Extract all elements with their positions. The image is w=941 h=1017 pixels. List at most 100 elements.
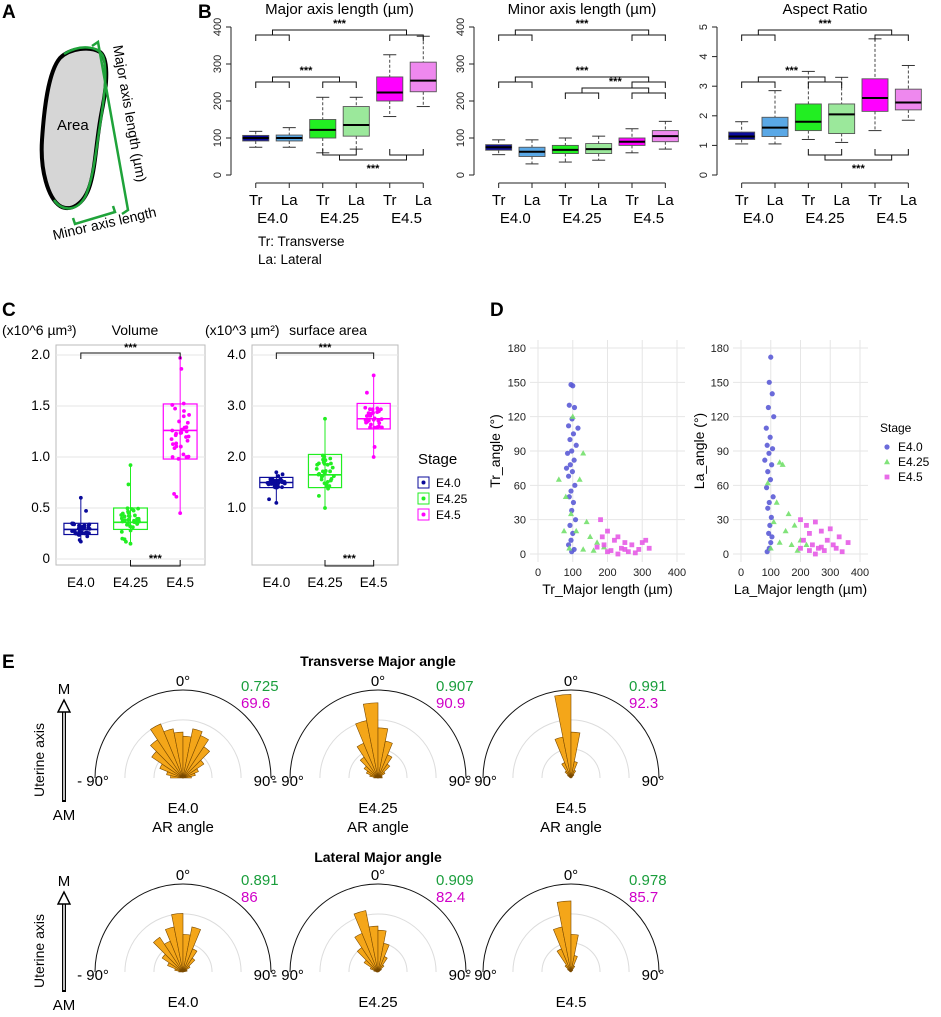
data-point <box>84 530 88 535</box>
data-point <box>178 431 183 435</box>
group-label: Tr <box>316 192 330 209</box>
point-E4.0 <box>762 457 768 463</box>
y-tick-label: 0 <box>212 172 224 178</box>
data-point <box>170 403 175 407</box>
rose-stage-label: E4.5 <box>556 994 587 1011</box>
rose-bin <box>353 910 379 973</box>
rose-outer-arc <box>482 689 660 779</box>
y-tick-label: 0.5 <box>31 500 50 515</box>
stage-label: E4.25 <box>562 210 601 227</box>
data-point <box>365 390 369 395</box>
data-point <box>267 480 272 485</box>
chart-title: Volume <box>112 322 159 338</box>
data-point <box>275 485 279 490</box>
significance-stars: *** <box>785 65 799 77</box>
value-magenta: 69.6 <box>241 695 270 712</box>
point-E4.5 <box>639 540 645 545</box>
data-point <box>174 494 179 499</box>
axis-top-label: M <box>58 873 71 890</box>
point-E4.0 <box>564 450 571 456</box>
data-point <box>372 425 377 430</box>
data-point <box>280 480 285 485</box>
rose-bin <box>163 728 184 779</box>
y-tick-label: 60 <box>717 480 729 492</box>
stage-label: E4.25 <box>805 210 844 227</box>
value-magenta: 82.4 <box>436 889 465 906</box>
y-tick-label: 1.0 <box>227 500 246 515</box>
data-point <box>170 455 175 459</box>
y-tick-label: 0 <box>698 172 710 178</box>
data-point <box>323 506 327 510</box>
angle-zero-label: 0° <box>564 673 578 690</box>
legend-c: Stage E4.0 E4.25 E4.5 <box>417 451 468 522</box>
point-E4.0 <box>768 354 774 360</box>
significance-bracket <box>741 29 909 41</box>
data-point <box>317 472 322 476</box>
significance-stars: *** <box>300 65 314 77</box>
group-label: La <box>900 192 917 209</box>
significance-stars: *** <box>367 163 381 175</box>
legend-key <box>417 476 430 489</box>
point-E4.5 <box>830 542 836 548</box>
point-E4.25 <box>782 527 789 534</box>
data-point <box>172 492 176 496</box>
data-point <box>182 409 186 413</box>
y-tick-label: 400 <box>455 18 467 36</box>
point-E4.0 <box>769 391 775 397</box>
x-tick-label: E4.25 <box>307 575 342 590</box>
minor-axis-bracket <box>71 205 117 226</box>
group-label: Tr <box>735 192 749 209</box>
y-tick-label: 5 <box>698 24 710 30</box>
point-E4.5 <box>619 545 624 551</box>
rose-ar-label: AR angle <box>347 819 409 836</box>
chart-title: Major axis length (µm) <box>265 1 414 18</box>
lateral-title: Lateral Major angle <box>314 849 442 865</box>
y-axis-label: La_angle (°) <box>691 413 707 489</box>
data-point <box>136 518 141 523</box>
point-E4.25 <box>788 541 795 548</box>
data-point <box>77 523 81 528</box>
point-E4.5 <box>632 550 638 556</box>
value-green: 0.991 <box>629 678 667 695</box>
cell-outline-fit <box>52 46 107 210</box>
uterine-axis-lateral: M AM Uterine axis <box>31 873 75 1014</box>
data-point <box>368 425 372 430</box>
point-E4.0 <box>768 514 774 520</box>
y-tick-label: 4 <box>698 54 710 60</box>
transverse-title: Transverse Major angle <box>300 653 456 669</box>
chart-title: Aspect Ratio <box>782 1 867 18</box>
point-E4.25 <box>555 476 562 482</box>
angle-pos-label: 90° <box>254 967 277 984</box>
point-E4.0 <box>769 446 776 452</box>
x-tick-label: E4.5 <box>166 575 194 590</box>
y-tick-label: 30 <box>717 515 729 527</box>
data-point <box>184 429 189 434</box>
x-tick-label: 300 <box>633 567 651 579</box>
group-label: La <box>281 192 298 209</box>
point-E4.5 <box>818 528 824 534</box>
point-E4.0 <box>570 383 576 389</box>
data-point <box>133 520 138 524</box>
angle-pos-label: 90° <box>449 967 472 984</box>
x-tick-label: 0 <box>738 567 744 579</box>
x-tick-label: E4.5 <box>360 575 388 590</box>
stage-label: E4.0 <box>743 210 774 227</box>
rose-bin <box>377 970 380 973</box>
chart-title: Minor axis length (µm) <box>508 1 657 18</box>
group-label: Tr <box>559 192 573 209</box>
point-E4.5 <box>608 548 614 553</box>
point-E4.25 <box>566 545 573 551</box>
data-point <box>280 472 285 477</box>
legend-entry: E4.25 <box>436 492 468 506</box>
legend-key-dot <box>421 480 426 485</box>
point-E4.5 <box>598 517 603 523</box>
point-E4.5 <box>839 549 845 555</box>
point-E4.5 <box>615 551 621 557</box>
panel-label-d: D <box>490 300 504 321</box>
legend-entry: E4.5 <box>898 470 923 484</box>
significance-stars: *** <box>319 342 333 354</box>
y-tick-label: 180 <box>711 343 729 355</box>
point-E4.0 <box>769 462 775 468</box>
